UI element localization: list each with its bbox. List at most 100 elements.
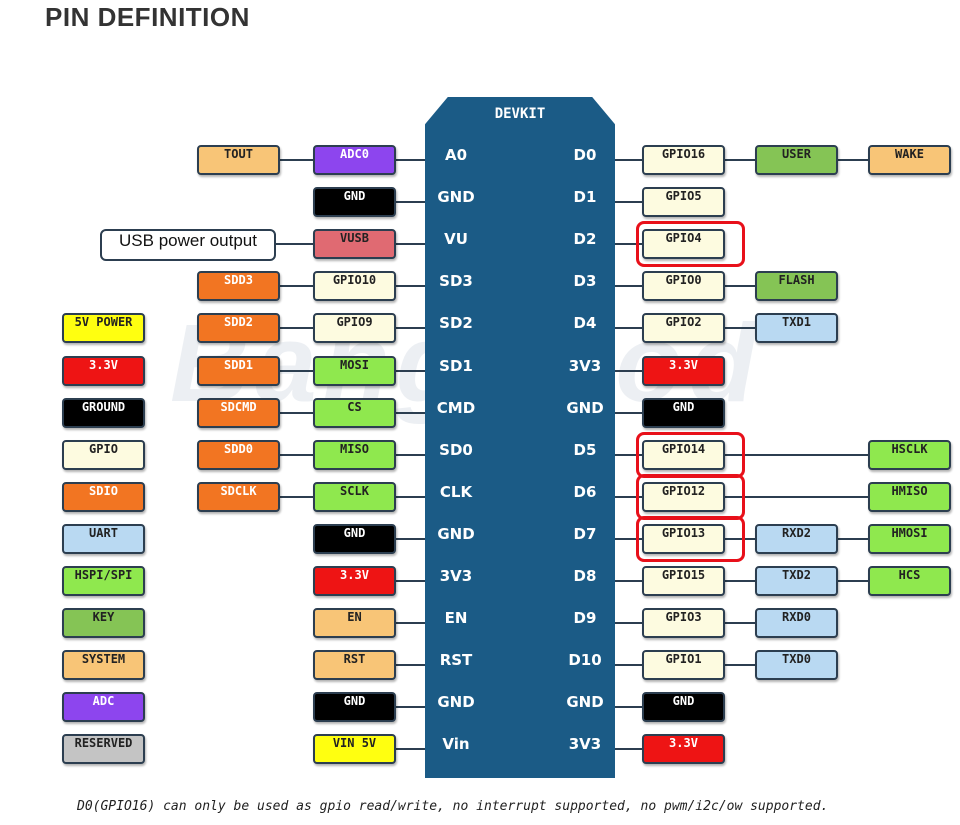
legend-item: UART	[62, 523, 145, 554]
pin-function-box: HSCLK	[868, 439, 951, 470]
board-pin-label: GND	[437, 188, 475, 207]
highlight-outline	[636, 473, 745, 520]
board-pin-label: SD0	[439, 440, 473, 459]
connector-line	[396, 243, 425, 246]
connector-line	[615, 453, 642, 456]
connector-line	[615, 285, 642, 288]
pin-function-box: HMISO	[868, 481, 951, 512]
board-pin-label: D7	[573, 524, 597, 543]
pin-function-box: SDD3	[197, 271, 280, 302]
pin-function-box: RXD2	[755, 523, 838, 554]
connector-line	[615, 159, 642, 161]
board-pin-label: GND	[437, 693, 475, 712]
gpio-box: GPIO1	[642, 650, 725, 681]
pin-function-box: VUSB	[313, 229, 396, 260]
highlight-outline	[636, 515, 745, 562]
board-pin-label: D9	[573, 609, 597, 628]
pin-function-box: GPIO10	[313, 271, 396, 302]
connector-line	[396, 369, 425, 372]
legend-item: KEY	[62, 608, 145, 639]
connector-line	[725, 285, 755, 288]
connector-line	[396, 580, 425, 582]
pin-function-box: SDD1	[197, 355, 280, 386]
board-pin-label: D8	[573, 567, 597, 585]
pin-function-box: TXD0	[755, 650, 838, 681]
pin-function-box: MISO	[313, 439, 396, 470]
pin-function-box: GND	[313, 692, 396, 723]
connector-line	[280, 495, 313, 498]
connector-line	[280, 369, 313, 372]
legend-item: GROUND	[62, 397, 145, 428]
gpio-box: GPIO0	[642, 271, 725, 302]
connector-line	[396, 706, 425, 709]
gpio-box: 3.3V	[642, 734, 725, 765]
board-pin-label: D6	[573, 482, 597, 501]
page-title: PIN DEFINITION	[45, 2, 250, 32]
connector-line	[280, 327, 313, 330]
connector-line	[838, 159, 868, 161]
gpio-box: GPIO3	[642, 608, 725, 639]
legend-item: ADC	[62, 692, 145, 723]
connector-line	[615, 495, 642, 498]
pin-function-box: HMOSI	[868, 523, 951, 554]
connector-line	[838, 580, 868, 582]
legend-item: SDIO	[62, 481, 145, 512]
connector-line	[615, 580, 642, 582]
devkit-board	[425, 97, 615, 778]
gpio-box: GPIO15	[642, 566, 725, 596]
pin-function-box: TXD2	[755, 566, 838, 596]
board-pin-label: EN	[444, 609, 468, 628]
highlight-outline	[636, 221, 745, 268]
connector-line	[725, 537, 755, 540]
connector-line	[615, 201, 642, 204]
connector-line	[615, 369, 642, 372]
pin-function-box: GPIO9	[313, 313, 396, 344]
connector-line	[396, 327, 425, 330]
connector-line	[280, 159, 313, 161]
legend-item: SYSTEM	[62, 650, 145, 681]
board-pin-label: 3V3	[439, 567, 473, 585]
connector-line	[725, 327, 755, 330]
pin-function-box: FLASH	[755, 271, 838, 302]
board-pin-label: SD3	[439, 272, 473, 291]
board-pin-label: SD1	[439, 356, 473, 375]
pin-function-box: HCS	[868, 566, 951, 596]
pin-function-box: ADC0	[313, 145, 396, 175]
highlight-outline	[636, 431, 745, 478]
board-pin-label: GND	[437, 524, 475, 543]
board-pin-label: 3V3	[568, 356, 602, 375]
connector-line	[615, 622, 642, 625]
gpio-box: GPIO12	[642, 481, 725, 512]
pin-function-box: GND	[313, 523, 396, 554]
pin-function-box: SDD0	[197, 439, 280, 470]
pin-function-box: TOUT	[197, 145, 280, 175]
connector-line	[838, 537, 868, 540]
pin-function-box: SDD2	[197, 313, 280, 344]
legend-item: 3.3V	[62, 355, 145, 386]
legend-item: RESERVED	[62, 734, 145, 765]
connector-line	[725, 580, 755, 582]
board-pin-label: D3	[573, 272, 597, 291]
board-pin-label: D4	[573, 314, 597, 333]
legend-item: 5V POWER	[62, 313, 145, 344]
board-title: DEVKIT	[494, 106, 546, 122]
pin-function-box: WAKE	[868, 145, 951, 175]
pin-function-box: USER	[755, 145, 838, 175]
pin-function-box: EN	[313, 608, 396, 639]
board-pin-label: D1	[573, 188, 597, 207]
connector-line	[396, 748, 425, 751]
footer-note: D0(GPIO16) can only be used as gpio read…	[77, 799, 829, 814]
legend-item: HSPI/SPI	[62, 566, 145, 596]
pin-function-box: SDCLK	[197, 481, 280, 512]
connector-line	[396, 201, 425, 204]
board-pin-label: GND	[566, 398, 604, 417]
connector-line	[274, 243, 313, 246]
board-pin-label: RST	[439, 651, 473, 670]
board-pin-label: VU	[444, 230, 468, 249]
connector-line	[615, 327, 642, 330]
board-pin-label: A0	[444, 146, 468, 164]
board-pin-label: 3V3	[568, 735, 602, 754]
gpio-box: GND	[642, 692, 725, 723]
pin-function-box: GND	[313, 187, 396, 218]
